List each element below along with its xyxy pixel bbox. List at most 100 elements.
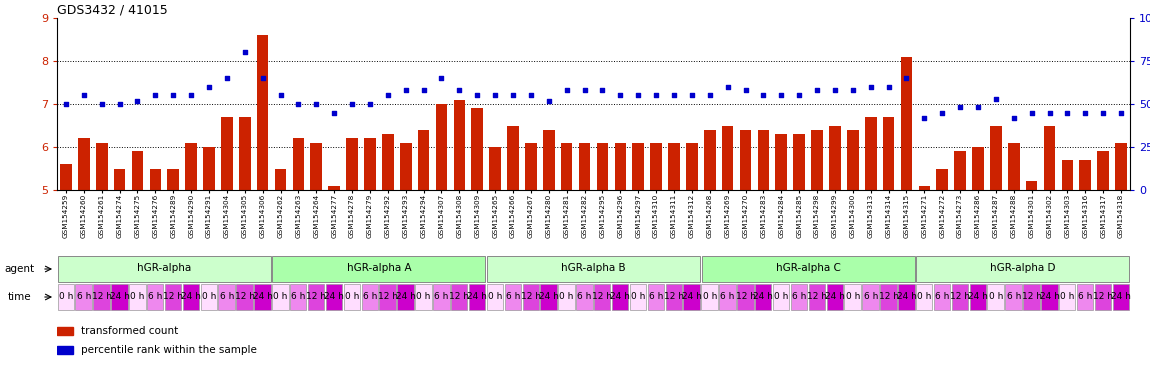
Bar <box>561 143 573 190</box>
Point <box>325 109 344 116</box>
Point <box>450 87 468 93</box>
Bar <box>147 284 163 310</box>
Bar <box>972 147 983 190</box>
Point <box>593 87 612 93</box>
Point <box>343 101 361 107</box>
Bar <box>275 169 286 190</box>
Text: 0 h: 0 h <box>274 292 288 301</box>
Bar <box>844 284 861 310</box>
Point <box>1005 115 1024 121</box>
Text: 12 h: 12 h <box>378 292 398 301</box>
Text: 0 h: 0 h <box>130 292 145 301</box>
Point <box>987 96 1005 102</box>
Point <box>253 75 271 81</box>
Text: hGR-alpha A: hGR-alpha A <box>346 263 412 273</box>
Text: 0 h: 0 h <box>703 292 716 301</box>
Text: 12 h: 12 h <box>1094 292 1113 301</box>
Point <box>719 84 737 90</box>
Text: 6 h: 6 h <box>220 292 235 301</box>
Text: 12 h: 12 h <box>736 292 756 301</box>
Bar <box>436 104 447 190</box>
Text: 0 h: 0 h <box>416 292 431 301</box>
Bar <box>168 169 179 190</box>
Text: 0 h: 0 h <box>989 292 1003 301</box>
Bar <box>647 284 665 310</box>
Point <box>164 92 183 98</box>
Text: 0 h: 0 h <box>1060 292 1074 301</box>
Bar <box>952 284 968 310</box>
Text: 24 h: 24 h <box>467 292 488 301</box>
Text: 24 h: 24 h <box>539 292 559 301</box>
Bar <box>185 143 197 190</box>
Bar <box>361 284 378 310</box>
Point <box>807 87 826 93</box>
Point <box>558 87 576 93</box>
Text: 12 h: 12 h <box>521 292 540 301</box>
Bar <box>218 284 235 310</box>
Text: 0 h: 0 h <box>345 292 359 301</box>
Text: 12 h: 12 h <box>92 292 112 301</box>
Text: 6 h: 6 h <box>720 292 735 301</box>
Text: 0 h: 0 h <box>918 292 932 301</box>
Bar <box>811 130 823 190</box>
Point <box>56 101 75 107</box>
Bar <box>488 256 700 282</box>
Bar <box>344 284 360 310</box>
Text: 12 h: 12 h <box>879 292 898 301</box>
Point <box>110 101 129 107</box>
Text: 0 h: 0 h <box>631 292 645 301</box>
Bar <box>827 284 843 310</box>
Point <box>665 92 683 98</box>
Bar <box>612 284 628 310</box>
Bar <box>954 151 966 190</box>
Text: 6 h: 6 h <box>577 292 592 301</box>
Point <box>236 49 254 55</box>
Bar <box>915 284 933 310</box>
Bar <box>969 284 986 310</box>
Bar <box>558 284 575 310</box>
Text: transformed count: transformed count <box>82 326 178 336</box>
Bar <box>1007 143 1020 190</box>
Bar <box>221 117 232 190</box>
Bar <box>400 143 412 190</box>
Text: 12 h: 12 h <box>1021 292 1042 301</box>
Text: 0 h: 0 h <box>845 292 860 301</box>
Text: 12 h: 12 h <box>163 292 183 301</box>
Point <box>522 92 540 98</box>
Bar <box>131 151 144 190</box>
Bar <box>1041 284 1058 310</box>
Point <box>217 75 236 81</box>
Bar <box>630 284 646 310</box>
Bar <box>469 284 485 310</box>
Text: 24 h: 24 h <box>324 292 344 301</box>
Point <box>826 87 844 93</box>
Bar <box>1059 284 1075 310</box>
Point <box>468 92 486 98</box>
Text: 24 h: 24 h <box>109 292 130 301</box>
Text: 12 h: 12 h <box>664 292 684 301</box>
Text: 0 h: 0 h <box>488 292 503 301</box>
Bar <box>382 134 393 190</box>
Text: 12 h: 12 h <box>592 292 613 301</box>
Text: 0 h: 0 h <box>560 292 574 301</box>
Bar <box>58 256 270 282</box>
Bar <box>883 117 895 190</box>
Bar <box>1097 151 1109 190</box>
Point <box>432 75 451 81</box>
Point <box>397 87 415 93</box>
Bar <box>578 143 590 190</box>
Bar <box>1044 126 1056 190</box>
Point <box>378 92 397 98</box>
Bar <box>434 284 450 310</box>
Point <box>504 92 522 98</box>
Point <box>611 92 629 98</box>
Bar <box>472 108 483 190</box>
Bar <box>597 143 608 190</box>
Bar <box>1026 181 1037 190</box>
Bar <box>417 130 429 190</box>
Point <box>880 84 898 90</box>
Bar <box>507 126 519 190</box>
Text: 24 h: 24 h <box>253 292 273 301</box>
Point <box>146 92 164 98</box>
Text: 6 h: 6 h <box>435 292 448 301</box>
